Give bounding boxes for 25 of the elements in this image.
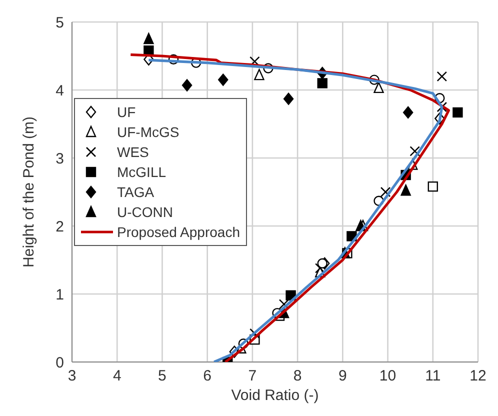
legend-label: UF (117, 103, 136, 122)
y-tick-label: 4 (56, 82, 64, 100)
legend-label: McGILL (117, 163, 166, 182)
x-tick-label: 11 (425, 368, 441, 385)
x-tick-label: 7 (248, 368, 257, 385)
x-tick-label: 8 (293, 368, 302, 385)
legend-label: Proposed Approach (117, 223, 240, 242)
x-tick-label: 5 (158, 368, 166, 385)
legend-label: UF-McGS (117, 123, 180, 142)
x-tick-label: 9 (338, 368, 347, 385)
legend-label: WES (117, 143, 149, 162)
y-axis-title: Height of the Pond (m) (20, 116, 38, 268)
legend-label: TAGA (117, 183, 154, 202)
y-tick-label: 1 (56, 286, 64, 304)
x-tick-label: 3 (68, 368, 76, 385)
x-axis-title: Void Ratio (-) (231, 387, 319, 404)
x-tick-label: 4 (112, 368, 122, 385)
x-tick-label: 12 (470, 368, 486, 385)
y-tick-label: 3 (56, 150, 64, 168)
y-tick-label: 0 (56, 354, 64, 372)
y-tick-label: 5 (56, 14, 64, 32)
y-tick-label: 2 (56, 218, 64, 236)
legend-label: U-CONN (117, 203, 173, 222)
x-tick-label: 6 (203, 368, 212, 385)
x-tick-label: 10 (379, 368, 396, 385)
